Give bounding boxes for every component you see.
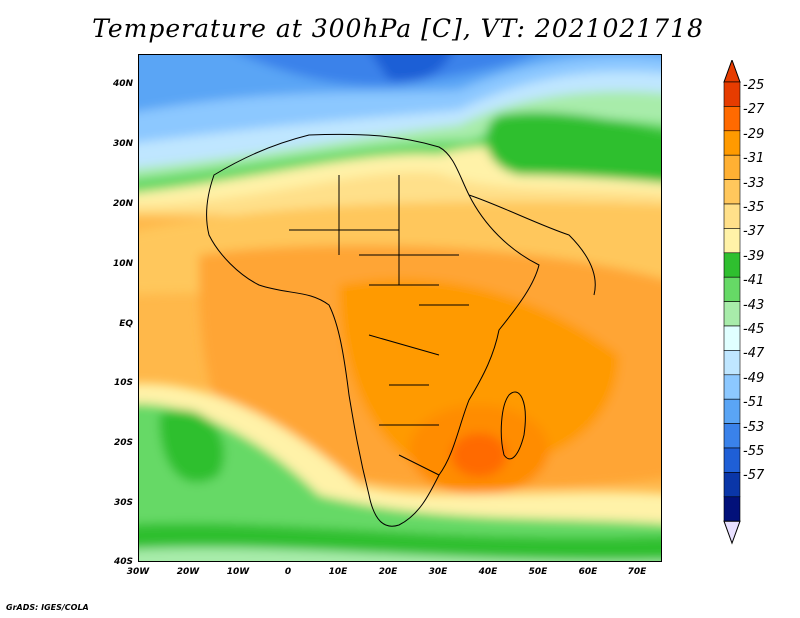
- colorbar-segment: [723, 350, 741, 376]
- lat-label-eq: EQ: [119, 319, 133, 329]
- lon-label-10w: 10W: [226, 567, 250, 577]
- colorbar-segment: [723, 130, 741, 156]
- lon-label-20w: 20W: [176, 567, 200, 577]
- lat-label-40n: 40N: [112, 79, 133, 89]
- warm-core: [451, 433, 507, 477]
- colorbar-segment: [723, 374, 741, 400]
- colorbar-label: -27: [743, 102, 765, 118]
- colorbar-segment: [723, 325, 741, 351]
- lon-label-0: 0: [284, 567, 292, 577]
- colorbar-label: -41: [743, 273, 765, 289]
- lat-label-20n: 20N: [112, 199, 133, 209]
- lon-label-60e: 60E: [578, 567, 598, 577]
- colorbar-segment: [723, 276, 741, 302]
- band-minus29: [339, 278, 619, 475]
- colorbar-label: -29: [743, 126, 765, 142]
- colorbar-segment: [723, 203, 741, 229]
- colorbar-segment: [723, 252, 741, 278]
- colorbar-segment: [723, 447, 741, 473]
- south-light: [139, 547, 661, 561]
- colorbar-segment: [723, 179, 741, 205]
- colorbar-segment: [723, 472, 741, 498]
- lat-label-30n: 30N: [112, 139, 133, 149]
- colorbar-label: -51: [743, 395, 765, 411]
- colorbar-segment: [723, 228, 741, 254]
- colorbar-segment: [723, 81, 741, 107]
- footer-credit: GrADS: IGES/COLA: [6, 603, 89, 612]
- ne-green: [486, 112, 661, 183]
- lon-label-40e: 40E: [478, 567, 498, 577]
- lat-label-30s: 30S: [113, 498, 133, 508]
- coastlines: [206, 133, 596, 527]
- colorbar-label: -45: [743, 322, 765, 337]
- colorbar-label: -39: [743, 248, 765, 264]
- colorbar-label: -49: [743, 370, 765, 386]
- chart-title: Temperature at 300hPa [C], VT: 202102171…: [92, 14, 704, 43]
- map-canvas: [139, 55, 661, 561]
- colorbar-top-triangle: [723, 60, 741, 83]
- colorbar-label: -35: [743, 200, 765, 215]
- lon-label-70e: 70E: [627, 567, 647, 577]
- colorbar-label: -53: [743, 419, 765, 435]
- lon-label-50e: 50E: [528, 567, 548, 577]
- lat-label-20s: 20S: [113, 438, 133, 448]
- colorbar-label: -47: [743, 346, 765, 362]
- lon-label-30w: 30W: [126, 567, 150, 577]
- lat-label-10n: 10N: [112, 259, 133, 269]
- colorbar-label: -37: [743, 224, 765, 240]
- temperature-map: [138, 54, 662, 562]
- sw-green-blob: [159, 409, 225, 483]
- colorbar-label: -33: [743, 175, 765, 191]
- lat-label-40s: 40S: [113, 557, 133, 567]
- colorbar-label: -55: [743, 444, 765, 459]
- colorbar-label: -25: [743, 78, 765, 93]
- colorbar: [723, 60, 741, 545]
- south-green: [139, 403, 661, 561]
- colorbar-segment: [723, 398, 741, 424]
- colorbar-label: -57: [743, 468, 765, 484]
- colorbar-label: -43: [743, 297, 765, 313]
- colorbar-segment: [723, 106, 741, 132]
- colorbar-segment: [723, 496, 741, 522]
- colorbar-bottom-triangle: [723, 520, 741, 545]
- colorbar-segment: [723, 423, 741, 449]
- lon-label-20e: 20E: [378, 567, 398, 577]
- colorbar-segment: [723, 154, 741, 180]
- lon-label-30e: 30E: [428, 567, 448, 577]
- colorbar-label: -31: [743, 151, 765, 167]
- lon-label-10e: 10E: [328, 567, 348, 577]
- lat-label-10s: 10S: [113, 378, 133, 388]
- band-minus53: [372, 55, 451, 82]
- colorbar-segment: [723, 301, 741, 327]
